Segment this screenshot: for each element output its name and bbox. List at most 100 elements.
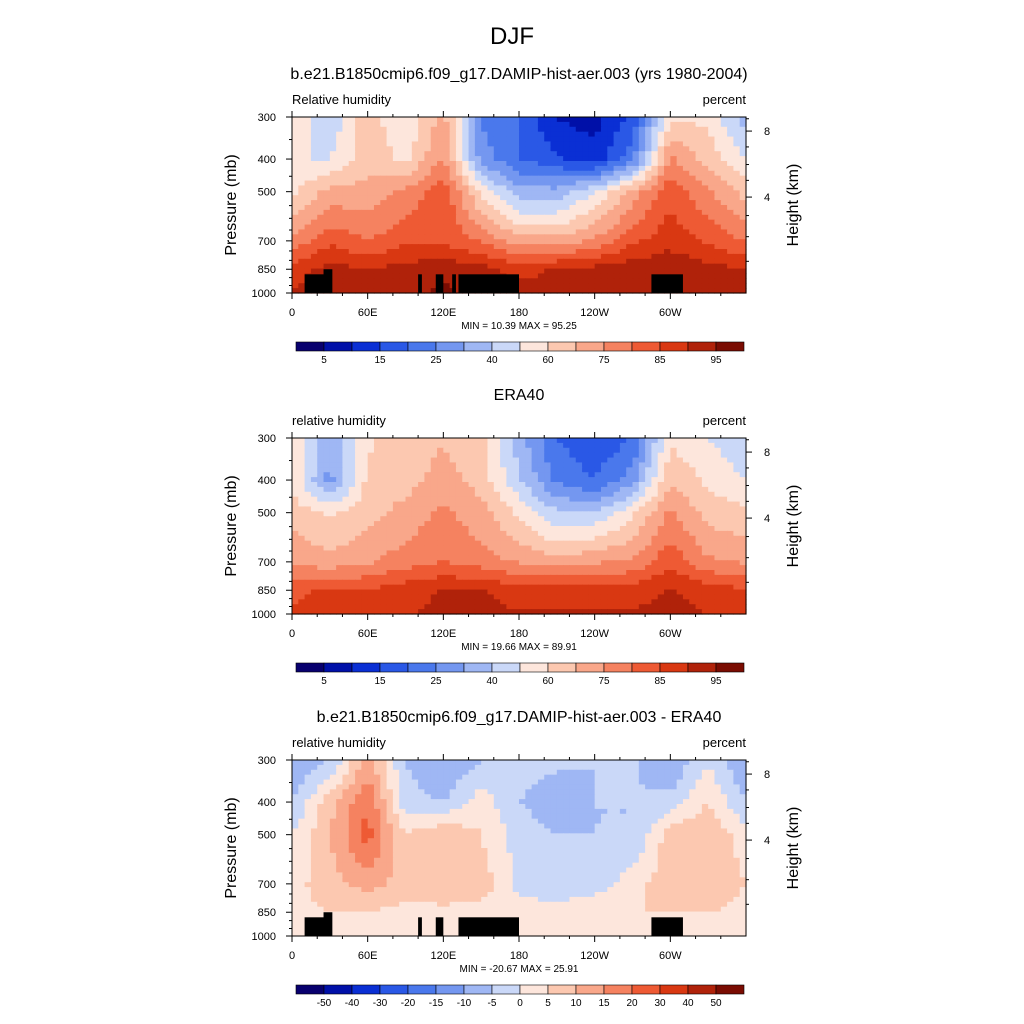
field-cell — [386, 146, 394, 152]
field-cell — [575, 288, 583, 294]
field-cell — [701, 121, 709, 128]
field-cell — [582, 447, 589, 454]
field-cell — [550, 516, 558, 522]
y-tick-label: 400 — [258, 154, 276, 166]
field-cell — [317, 224, 325, 231]
field-cell — [537, 506, 545, 512]
field-cell — [575, 565, 583, 571]
field-cell — [708, 467, 716, 473]
field-cell — [512, 472, 520, 478]
field-cell — [733, 151, 741, 157]
field-cell — [424, 584, 432, 591]
field-cell — [348, 570, 356, 576]
field-cell — [594, 253, 602, 260]
field-cell — [664, 224, 671, 231]
field-cell — [493, 244, 501, 250]
field-cell — [563, 526, 571, 532]
field-cell — [569, 472, 577, 478]
field-cell — [506, 249, 514, 255]
field-cell — [525, 555, 533, 561]
field-cell — [588, 146, 596, 152]
field-cell — [474, 579, 482, 586]
field-cell — [550, 288, 558, 294]
field-cell — [537, 209, 545, 216]
field-cell — [727, 190, 734, 196]
field-cell — [487, 175, 495, 182]
field-cell — [336, 482, 344, 488]
field-cell — [682, 253, 690, 260]
field-cell — [550, 467, 558, 473]
field-cell — [626, 438, 634, 444]
field-cell — [468, 565, 476, 571]
field-cell — [676, 214, 684, 221]
field-cell — [651, 131, 659, 138]
field-cell — [664, 180, 671, 187]
field-cell — [342, 185, 350, 191]
field-cell — [733, 486, 741, 493]
field-cell — [588, 491, 596, 498]
field-cell — [638, 249, 646, 255]
field-cell — [638, 175, 646, 182]
field-cell — [632, 570, 640, 576]
field-cell — [594, 491, 602, 498]
field-cell — [651, 136, 659, 143]
field-cell — [664, 579, 671, 586]
field-cell — [399, 283, 407, 289]
field-cell — [355, 229, 362, 235]
field-cell — [493, 268, 501, 275]
field-cell — [651, 244, 659, 250]
field-cell — [500, 209, 507, 216]
field-cell — [676, 535, 684, 542]
field-cell — [506, 219, 514, 226]
y-axis-label: Pressure (mb) — [223, 154, 240, 255]
field-cell — [386, 579, 394, 586]
field-cell — [689, 263, 697, 270]
field-cell — [298, 170, 306, 177]
field-cell — [544, 278, 552, 284]
field-cell — [304, 496, 312, 503]
field-cell — [355, 249, 362, 255]
field-cell — [418, 175, 426, 182]
field-cell — [588, 584, 596, 591]
field-cell — [519, 205, 526, 211]
field-cell — [544, 570, 552, 576]
field-cell — [468, 545, 476, 552]
field-cell — [569, 496, 577, 503]
field-cell — [708, 555, 716, 561]
field-cell — [619, 141, 627, 147]
field-cell — [714, 511, 722, 517]
field-cell — [689, 258, 697, 265]
field-cell — [695, 535, 703, 542]
field-cell — [550, 195, 558, 201]
field-cell — [531, 540, 539, 547]
field-cell — [582, 195, 589, 201]
field-cell — [317, 555, 325, 561]
field-cell — [544, 501, 552, 508]
field-cell — [544, 131, 552, 138]
field-cell — [645, 249, 653, 255]
field-cell — [424, 288, 432, 294]
field-cell — [329, 521, 337, 527]
field-cell — [437, 540, 444, 547]
field-cell — [733, 229, 741, 235]
field-cell — [424, 219, 432, 226]
field-cell — [613, 126, 621, 133]
field-cell — [506, 131, 514, 138]
field-cell — [355, 244, 362, 250]
field-cell — [556, 496, 564, 503]
field-cell — [342, 214, 350, 221]
field-cell — [430, 584, 438, 591]
field-cell — [455, 190, 463, 196]
field-cell — [348, 131, 356, 138]
field-cell — [430, 560, 438, 566]
field-cell — [689, 486, 697, 493]
field-cell — [607, 146, 615, 152]
field-cell — [556, 131, 564, 138]
field-cell — [317, 530, 325, 537]
field-cell — [670, 185, 678, 191]
field-cell — [329, 526, 337, 532]
field-cell — [689, 205, 697, 211]
field-cell — [537, 535, 545, 542]
field-cell — [632, 579, 640, 586]
field-cell — [695, 161, 703, 167]
